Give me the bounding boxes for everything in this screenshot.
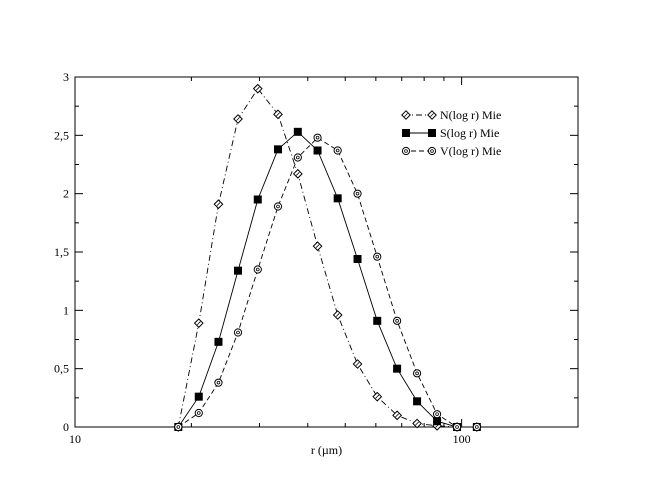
data-point xyxy=(233,114,243,124)
data-point xyxy=(373,252,382,261)
series-layer xyxy=(173,83,482,432)
data-point xyxy=(233,266,242,275)
legend-label: V(log r) Mie xyxy=(440,144,501,158)
data-point xyxy=(413,397,422,406)
y-tick-label: 0 xyxy=(63,420,69,434)
x-axis-title: r (µm) xyxy=(311,443,342,457)
x-tick-label: 100 xyxy=(453,432,471,446)
data-point xyxy=(393,364,402,373)
legend-label: S(log r) Mie xyxy=(440,126,499,140)
data-point xyxy=(273,109,283,120)
legend-label: N(log r) Mie xyxy=(440,108,501,122)
data-point xyxy=(372,391,383,402)
y-tick-label: 2 xyxy=(63,187,69,201)
legend-item: V(log r) Mie xyxy=(401,144,501,158)
data-point xyxy=(433,417,442,426)
y-tick-label: 3 xyxy=(63,70,69,84)
series-line xyxy=(178,137,477,428)
legend-marker xyxy=(427,146,437,156)
data-point xyxy=(353,255,362,263)
data-point xyxy=(273,202,283,211)
data-point xyxy=(293,153,302,162)
data-point xyxy=(452,422,462,432)
data-point xyxy=(332,310,343,320)
data-point xyxy=(253,265,262,274)
data-point xyxy=(432,410,442,419)
y-tick-label: 0,5 xyxy=(54,362,69,376)
data-point xyxy=(193,318,204,329)
data-point xyxy=(213,199,224,210)
data-point xyxy=(293,127,302,136)
y-tick-label: 1 xyxy=(63,303,69,317)
x-tick-label: 10 xyxy=(69,432,81,446)
data-point xyxy=(174,422,183,432)
data-point xyxy=(412,418,422,429)
legend-marker xyxy=(428,129,436,137)
data-point xyxy=(313,146,322,155)
data-point xyxy=(292,168,303,179)
data-point xyxy=(353,189,362,198)
data-point xyxy=(252,83,263,94)
axis-ticks: 0 0,5 1 1,5 2 2,5 3 10 100 xyxy=(54,70,579,446)
y-tick-label: 2,5 xyxy=(54,128,69,142)
legend-marker xyxy=(427,110,437,120)
data-point xyxy=(412,369,422,378)
data-point xyxy=(253,195,262,204)
series-line xyxy=(177,131,477,428)
data-point xyxy=(194,408,203,418)
data-point xyxy=(214,337,223,346)
legend: N(log r) Mie S(log r) Mie V(log r) Mie xyxy=(401,108,501,158)
data-point xyxy=(393,316,402,325)
data-point xyxy=(333,194,342,203)
legend-marker xyxy=(401,110,411,120)
data-point xyxy=(194,392,203,401)
data-point xyxy=(472,422,481,432)
legend-marker xyxy=(402,129,410,137)
series-2 xyxy=(174,133,481,432)
legend-item: N(log r) Mie xyxy=(401,108,501,122)
y-tick-label: 1,5 xyxy=(54,245,69,259)
data-point xyxy=(233,328,243,337)
data-point xyxy=(214,378,223,387)
data-point xyxy=(312,241,323,252)
legend-item: S(log r) Mie xyxy=(402,126,499,140)
data-point xyxy=(333,146,342,155)
data-point xyxy=(392,410,403,421)
data-point xyxy=(313,133,322,142)
legend-marker xyxy=(401,146,411,156)
data-point xyxy=(352,359,363,369)
series-line xyxy=(177,87,477,428)
data-point xyxy=(373,316,382,325)
plot-area-frame xyxy=(74,76,579,428)
data-point xyxy=(273,145,282,154)
